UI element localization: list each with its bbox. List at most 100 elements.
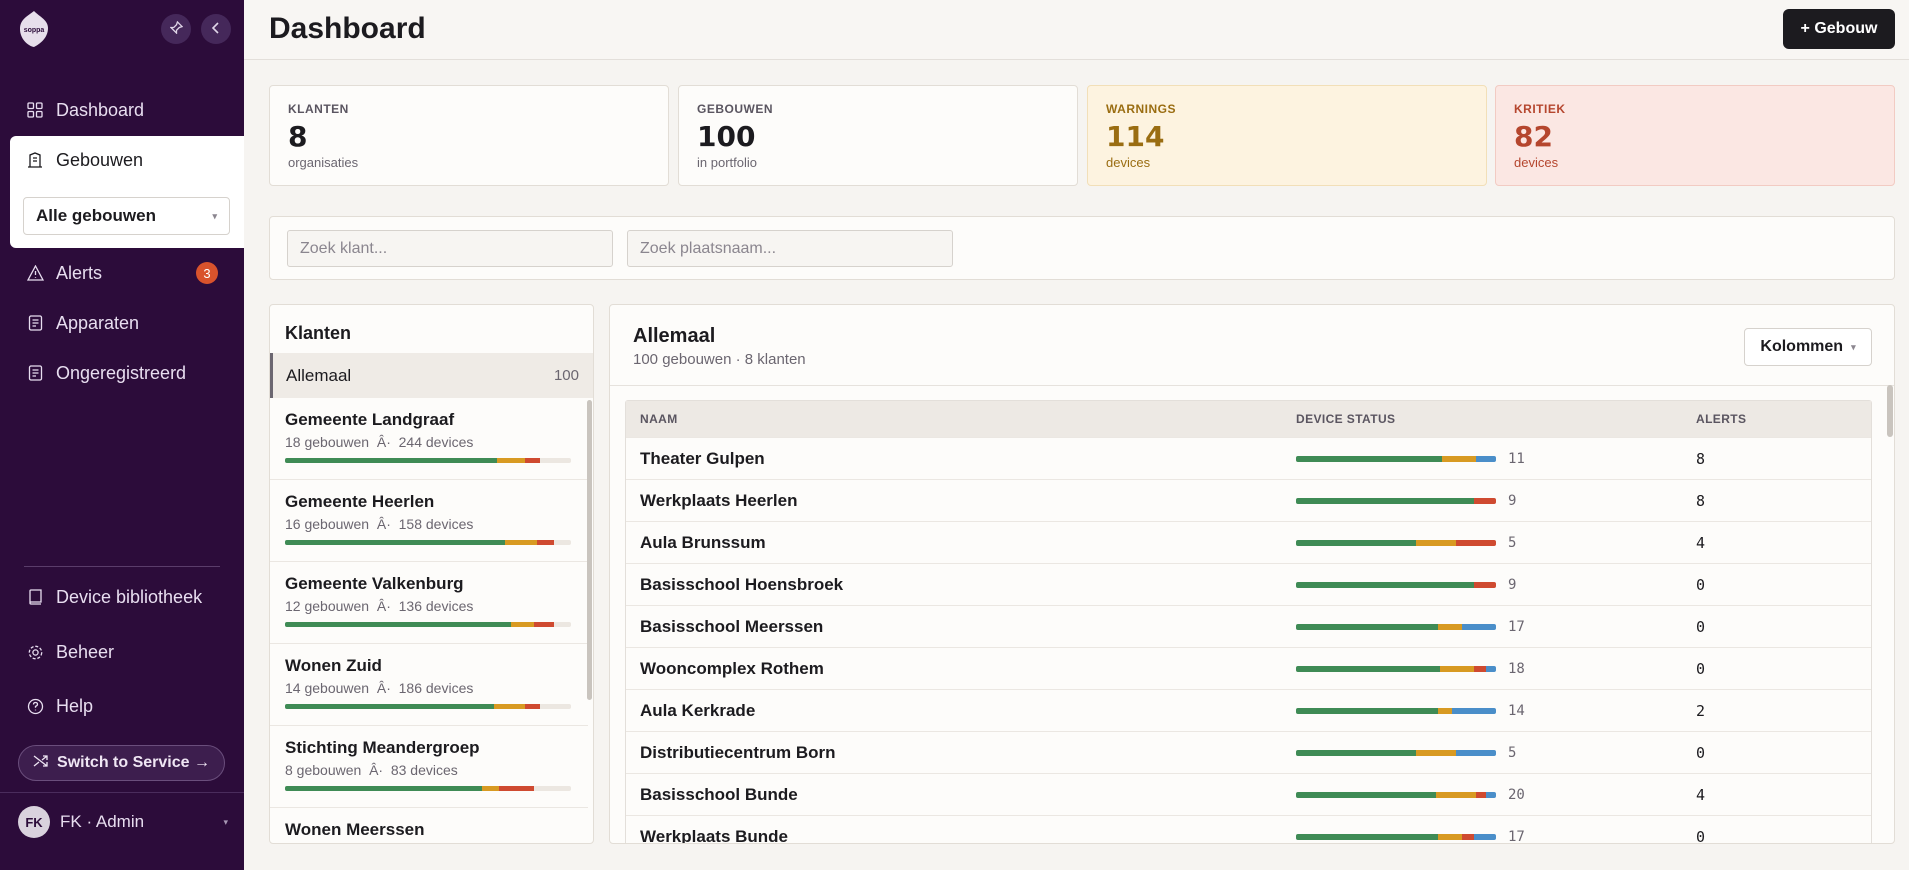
status-segment-green [1296, 455, 1442, 462]
col-header-alerts[interactable]: ALERTS [1696, 412, 1747, 426]
device-status-cell: 9 [1296, 493, 1694, 509]
klant-meta: 16 gebouwen Â· 158 devices [285, 516, 474, 532]
device-count: 18 [1508, 660, 1525, 677]
nav-label: Alerts [56, 262, 103, 283]
pin-button[interactable] [161, 14, 191, 44]
klanten-scrollbar[interactable] [587, 400, 592, 700]
status-segment-green [1296, 581, 1474, 588]
alerts-count: 0 [1696, 659, 1706, 678]
search-panel [269, 216, 1895, 280]
table-row[interactable]: Theater Gulpen 11 8 [626, 437, 1871, 479]
stat-card-kritiek[interactable]: KRITIEK 82 devices [1495, 85, 1895, 186]
table-row[interactable]: Basisschool Meerssen 17 0 [626, 605, 1871, 647]
device-icon [26, 364, 44, 382]
kolommen-label: Kolommen [1760, 338, 1844, 355]
user-label: FK · Admin [60, 812, 145, 831]
col-header-naam[interactable]: NAAM [640, 412, 678, 426]
device-count: 9 [1508, 576, 1517, 593]
table-row[interactable]: Aula Kerkrade 14 2 [626, 689, 1871, 731]
status-segment-orange [1416, 749, 1456, 756]
klanten-title: Klanten [285, 323, 352, 343]
status-segment-blue [1474, 833, 1496, 840]
table-row[interactable]: Werkplaats Heerlen 9 8 [626, 479, 1871, 521]
status-segment-green [1296, 749, 1416, 756]
stat-card-gebouwen: GEBOUWEN 100 in portfolio [678, 85, 1078, 186]
chevron-down-icon: ▾ [223, 816, 228, 827]
device-count: 14 [1508, 702, 1525, 719]
status-segment-red [1474, 581, 1496, 588]
building-filter-select[interactable]: Alle gebouwen ▾ [23, 197, 230, 235]
gebouw-name: Basisschool Bunde [640, 784, 798, 804]
user-menu[interactable]: FK FK · Admin ▾ [18, 805, 228, 839]
status-segment-orange [493, 704, 526, 709]
table-row[interactable]: Distributiecentrum Born 5 0 [626, 731, 1871, 773]
nav-ongeregistreerd[interactable]: Ongeregistreerd [10, 351, 244, 395]
status-segment-orange [482, 786, 500, 791]
gebouw-name: Wooncomplex Rothem [640, 658, 824, 678]
building-icon [26, 151, 44, 169]
status-segment-blue [1462, 623, 1496, 630]
nav-help[interactable]: Help [10, 684, 244, 728]
collapse-sidebar-button[interactable] [201, 14, 231, 44]
alerts-count: 4 [1696, 785, 1706, 804]
sidebar: soppa Dashboard Gebouwen Alle gebouwen ▾… [0, 0, 244, 870]
alerts-count: 8 [1696, 491, 1706, 510]
table-row[interactable]: Aula Brunssum 5 4 [626, 521, 1871, 563]
switch-to-service-button[interactable]: Switch to Service → [18, 745, 225, 781]
klant-status-bar [285, 540, 571, 545]
stat-card-warnings[interactable]: WARNINGS 114 devices [1087, 85, 1487, 186]
table-row[interactable]: Wooncomplex Rothem 18 0 [626, 647, 1871, 689]
klant-status-bar [285, 458, 571, 463]
klant-status-bar [285, 786, 571, 791]
status-segment-green [1296, 707, 1438, 714]
klant-item[interactable]: Gemeente Valkenburg 12 gebouwen Â· 136 de… [270, 562, 588, 644]
device-count: 17 [1508, 618, 1525, 635]
stat-value: 100 [697, 120, 756, 153]
klant-item[interactable]: Gemeente Landgraaf 18 gebouwen Â· 244 dev… [270, 398, 588, 480]
status-segment-orange [1438, 707, 1452, 714]
soppa-logo[interactable]: soppa [18, 10, 50, 48]
nav-apparaten[interactable]: Apparaten [10, 301, 244, 345]
klant-item[interactable]: Wonen Zuid 14 gebouwen Â· 186 devices [270, 644, 588, 726]
klant-item[interactable]: Wonen Meerssen [270, 808, 588, 843]
table-scrollbar[interactable] [1887, 385, 1893, 437]
gebouw-name: Aula Kerkrade [640, 700, 756, 720]
klant-meta: 8 gebouwen Â· 83 devices [285, 762, 458, 778]
nav-beheer[interactable]: Beheer [10, 630, 244, 674]
panel-subtitle: 100 gebouwen · 8 klanten [633, 351, 806, 368]
device-count: 11 [1508, 450, 1525, 467]
nav-alerts[interactable]: Alerts [10, 251, 244, 295]
klant-item[interactable]: Stichting Meandergroep 8 gebouwen Â· 83 d… [270, 726, 588, 808]
device-status-bar [1296, 665, 1496, 672]
stat-card-klanten: KLANTEN 8 organisaties [269, 85, 669, 186]
grid-icon [26, 101, 44, 119]
device-status-cell: 17 [1296, 619, 1694, 635]
add-gebouw-button[interactable]: + Gebouw [1783, 9, 1895, 49]
nav-device-bibliotheek[interactable]: Device bibliotheek [10, 575, 244, 619]
gebouw-name: Werkplaats Heerlen [640, 490, 798, 510]
status-segment-orange [1416, 539, 1456, 546]
status-segment-green [285, 622, 511, 627]
device-status-cell: 17 [1296, 829, 1694, 843]
klant-name: Stichting Meandergroep [285, 738, 480, 757]
search-plaats-input[interactable] [627, 230, 953, 267]
chevron-down-icon: ▾ [1851, 341, 1856, 352]
alerts-count-badge: 3 [196, 262, 218, 284]
device-count: 20 [1508, 786, 1525, 803]
status-segment-green [1296, 665, 1440, 672]
table-row[interactable]: Basisschool Bunde 20 4 [626, 773, 1871, 815]
klant-item[interactable]: Gemeente Heerlen 16 gebouwen Â· 158 devic… [270, 480, 588, 562]
table-row[interactable]: Basisschool Hoensbroek 9 0 [626, 563, 1871, 605]
search-klant-input[interactable] [287, 230, 613, 267]
klant-item-allemaal[interactable]: Allemaal 100 [270, 353, 593, 398]
nav-dashboard[interactable]: Dashboard [10, 88, 244, 132]
table-row[interactable]: Werkplaats Bunde 17 0 [626, 815, 1871, 843]
device-status-bar [1296, 791, 1496, 798]
kolommen-button[interactable]: Kolommen ▾ [1744, 328, 1872, 366]
nav-gebouwen[interactable]: Gebouwen [10, 138, 244, 182]
shuffle-icon [33, 754, 49, 773]
klant-name: Gemeente Heerlen [285, 492, 435, 511]
status-segment-red [525, 704, 540, 709]
col-header-device-status[interactable]: DEVICE STATUS [1296, 412, 1396, 426]
stat-sub: devices [1514, 155, 1559, 170]
